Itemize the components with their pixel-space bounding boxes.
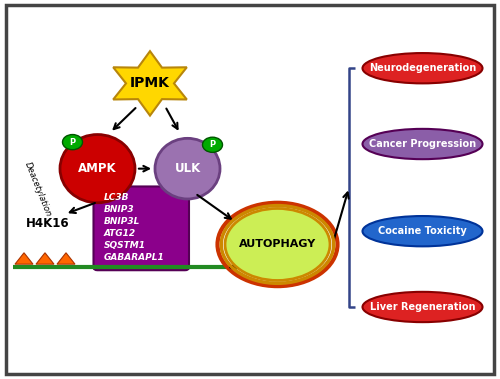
Text: AMPK: AMPK — [78, 162, 117, 175]
Text: GABARAPL1: GABARAPL1 — [104, 253, 164, 262]
Ellipse shape — [225, 208, 330, 280]
Text: Cancer Progression: Cancer Progression — [369, 139, 476, 149]
Text: SQSTM1: SQSTM1 — [104, 241, 146, 250]
Text: LC3B: LC3B — [104, 193, 129, 202]
Text: H4K16: H4K16 — [26, 217, 70, 230]
Ellipse shape — [362, 292, 482, 322]
Text: AUTOPHAGY: AUTOPHAGY — [239, 240, 316, 249]
Text: ATG12: ATG12 — [104, 229, 136, 238]
Text: Deacetylation: Deacetylation — [22, 161, 52, 218]
Text: Liver Regeneration: Liver Regeneration — [370, 302, 475, 312]
Text: BNIP3L: BNIP3L — [104, 217, 140, 226]
Polygon shape — [113, 51, 187, 116]
Polygon shape — [57, 253, 75, 264]
Ellipse shape — [60, 135, 135, 203]
Ellipse shape — [362, 129, 482, 159]
Circle shape — [62, 135, 82, 150]
Text: BNIP3: BNIP3 — [104, 205, 134, 214]
Text: Cocaine Toxicity: Cocaine Toxicity — [378, 226, 467, 236]
Ellipse shape — [362, 53, 482, 83]
Text: IPMK: IPMK — [130, 77, 170, 90]
Text: P: P — [210, 140, 216, 149]
Ellipse shape — [155, 138, 220, 199]
Circle shape — [202, 137, 222, 152]
Text: ULK: ULK — [174, 162, 201, 175]
Polygon shape — [36, 253, 54, 264]
Polygon shape — [15, 253, 33, 264]
Text: P: P — [70, 138, 75, 147]
Ellipse shape — [362, 216, 482, 246]
Text: Neurodegeneration: Neurodegeneration — [369, 63, 476, 73]
FancyBboxPatch shape — [94, 186, 189, 270]
